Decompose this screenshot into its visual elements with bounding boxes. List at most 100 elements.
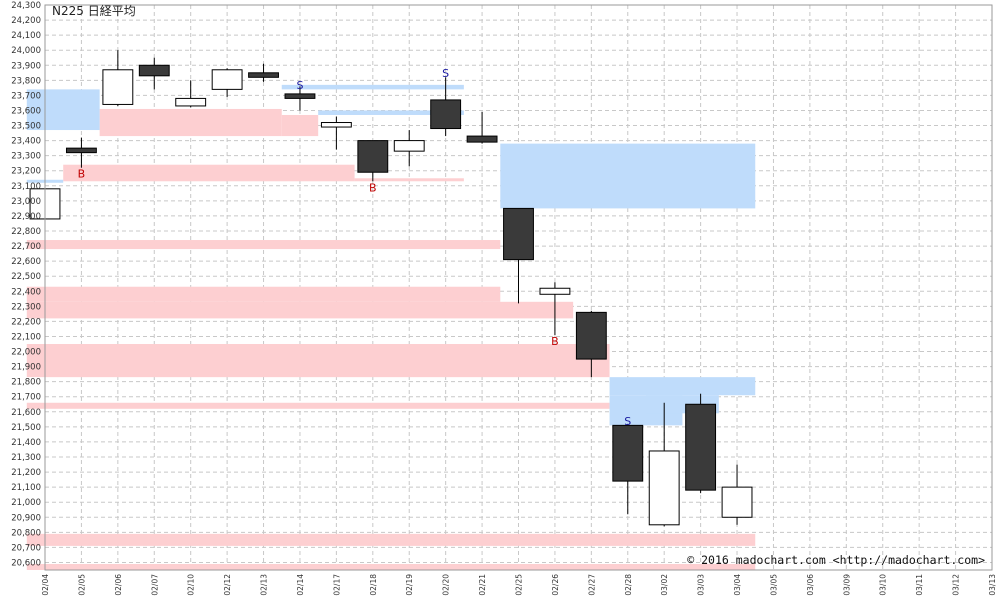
x-tick-label: 02/27 [587,574,596,596]
y-tick-label: 22,200 [11,317,41,327]
y-tick-label: 21,400 [11,438,41,448]
y-tick-label: 24,100 [11,31,41,41]
x-tick-label: 02/14 [296,574,305,596]
chart-title: N225 日経平均 [52,4,136,18]
candle-down [612,424,644,482]
x-tick-label: 03/06 [806,574,815,596]
y-tick-label: 24,200 [11,16,41,26]
x-tick-label: 03/05 [769,574,778,596]
candle-up [393,140,425,152]
sell-signal: S [624,415,631,428]
candle-down [503,207,534,261]
resistance-zone [281,84,464,90]
support-zone [26,301,574,319]
x-tick-label: 02/10 [187,574,196,596]
support-zone [26,533,756,546]
copyright-notice: © 2016 madochart.com <http://madochart.c… [687,553,985,567]
support-zone [26,402,610,409]
x-tick-label: 02/18 [369,574,378,596]
y-tick-label: 24,000 [11,46,41,56]
x-tick-label: 02/19 [405,574,414,596]
y-tick-label: 21,700 [11,393,41,403]
support-zone [26,563,756,570]
candle-up [102,69,134,105]
candle-up [175,97,207,107]
y-tick-label: 22,500 [11,272,41,282]
resistance-zone [500,143,756,209]
candle-down [138,64,170,77]
candle-down [430,99,462,130]
x-tick-label: 02/07 [150,574,159,596]
x-tick-label: 02/13 [260,574,269,596]
support-zone [281,114,319,137]
y-tick-label: 21,800 [11,378,41,388]
support-zone [26,344,610,378]
y-tick-label: 22,600 [11,257,41,267]
y-tick-label: 23,100 [11,182,41,192]
candle-down [685,403,717,491]
candle-down [357,140,389,173]
candle-up [539,287,571,295]
support-zone [26,286,501,302]
resistance-zone [318,110,464,115]
y-tick-label: 22,900 [11,212,41,222]
y-tick-label: 20,900 [11,513,41,523]
support-zone [354,178,464,182]
candle-down [284,93,316,99]
y-tick-label: 22,400 [11,287,41,297]
y-tick-label: 21,200 [11,468,41,478]
x-tick-label: 02/20 [442,574,451,596]
x-tick-label: 03/04 [733,574,742,596]
x-tick-label: 02/05 [77,574,86,596]
x-tick-label: 02/04 [41,574,50,596]
x-tick-label: 03/11 [915,574,924,596]
y-tick-label: 22,100 [11,332,41,342]
candle-up [721,486,753,518]
buy-signal: B [369,181,377,194]
candle-up [211,69,243,90]
y-tick-label: 23,700 [11,91,41,101]
plot-frame [44,4,993,571]
candle-down [65,147,97,154]
buy-signal: B [78,168,86,181]
x-tick-label: 03/09 [842,574,851,596]
x-tick-label: 03/02 [660,574,669,596]
resistance-zone [26,89,100,131]
candle-up [320,122,352,128]
x-tick-label: 03/03 [697,574,706,596]
x-tick-label: 02/26 [551,574,560,596]
y-tick-label: 21,100 [11,483,41,493]
y-tick-label: 23,600 [11,106,41,116]
axes: 20,600 20,700 20,800 20,900 21,000 21,100 21,2… [11,1,997,596]
y-tick-label: 20,800 [11,528,41,538]
y-tick-label: 21,900 [11,363,41,373]
y-tick-label: 23,800 [11,76,41,86]
sell-signal: S [442,67,449,80]
sell-signal: S [296,79,303,92]
support-zone [26,240,501,250]
x-tick-label: 03/13 [988,574,997,596]
x-tick-label: 02/25 [515,574,524,596]
x-tick-label: 02/28 [624,574,633,596]
candle-down [466,135,498,143]
support-zone [63,164,355,182]
candle-down [248,72,279,78]
y-tick-label: 21,000 [11,498,41,508]
y-tick-label: 23,500 [11,122,41,132]
x-tick-label: 02/12 [223,574,232,596]
y-tick-label: 23,300 [11,152,41,162]
y-tick-label: 21,300 [11,453,41,463]
y-tick-label: 23,900 [11,61,41,71]
buy-signal: B [551,335,559,348]
price-zones [26,84,756,570]
support-zone [99,108,282,137]
x-tick-label: 02/21 [478,574,487,596]
resistance-zone [609,377,756,396]
y-tick-label: 22,800 [11,227,41,237]
y-tick-label: 23,200 [11,167,41,177]
y-tick-label: 22,300 [11,302,41,312]
candle-up [648,450,680,526]
trade-signals: B S B S B S [78,67,632,428]
y-tick-label: 21,500 [11,423,41,433]
